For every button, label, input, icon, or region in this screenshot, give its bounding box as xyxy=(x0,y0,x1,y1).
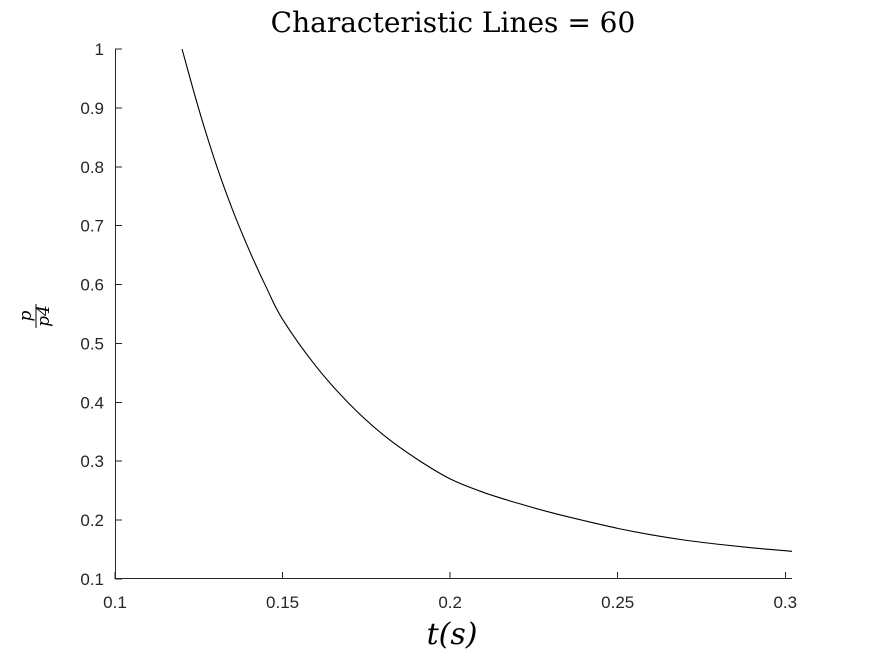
y-tick-label: 0.6 xyxy=(80,276,104,295)
y-tick-label: 0.5 xyxy=(80,334,104,353)
y-tick-label: 0.3 xyxy=(80,452,104,471)
y-axis-label-numerator: p xyxy=(16,310,36,321)
x-tick-label: 0.15 xyxy=(266,593,299,612)
y-tick-label: 0.9 xyxy=(80,99,104,118)
y-tick-label: 0.1 xyxy=(80,570,104,589)
x-tick-label: 0.3 xyxy=(773,593,797,612)
x-axis-ticks: 0.1 0.15 0.2 0.25 0.3 xyxy=(103,572,797,612)
y-tick-label: 0.7 xyxy=(80,217,104,236)
y-axis-label-denominator: p4 xyxy=(34,305,54,327)
series-line xyxy=(181,48,793,552)
chart-title: Characteristic Lines = 60 xyxy=(271,6,636,39)
y-axis-ticks: 0.1 0.2 0.3 0.4 0.5 0.6 0.7 0.8 0.9 1 xyxy=(80,40,122,589)
x-tick-label: 0.1 xyxy=(103,593,127,612)
y-axis-label: p p4 xyxy=(16,304,54,328)
y-tick-label: 0.2 xyxy=(80,511,104,530)
y-tick-label: 0.8 xyxy=(80,158,104,177)
y-tick-label: 0.4 xyxy=(80,393,104,412)
x-tick-label: 0.25 xyxy=(601,593,634,612)
y-tick-label: 1 xyxy=(95,40,104,59)
x-tick-label: 0.2 xyxy=(438,593,462,612)
x-axis-label: t(s) xyxy=(427,617,478,652)
